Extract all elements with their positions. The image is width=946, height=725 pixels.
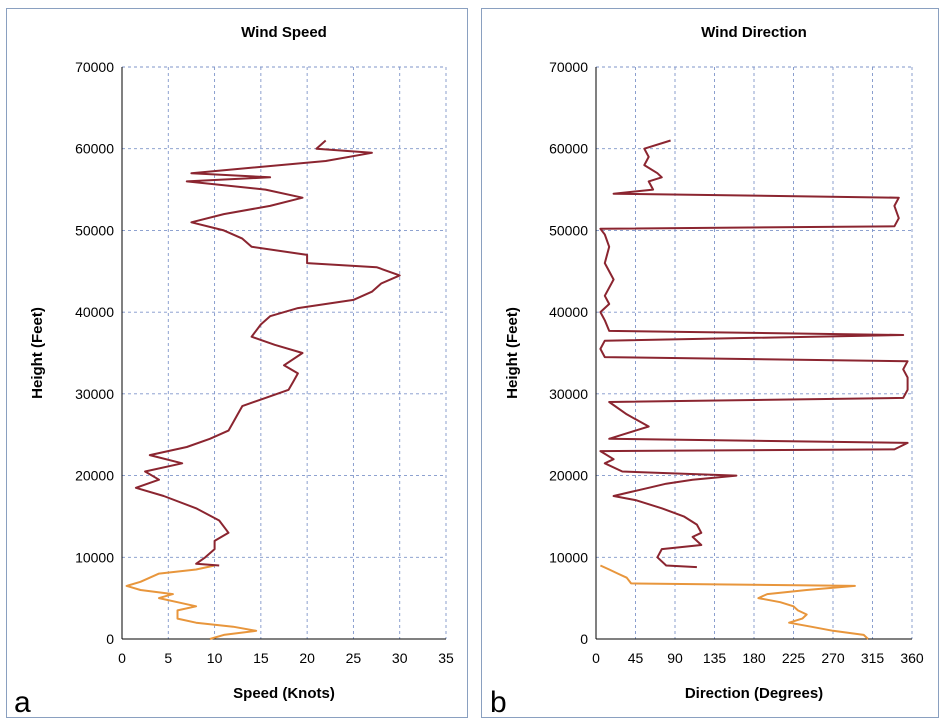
y-tick-label: 30000 [549, 386, 588, 402]
x-tick-label: 10 [207, 650, 223, 666]
x-tick-label: 30 [392, 650, 408, 666]
chart-title: Wind Direction [701, 24, 807, 41]
y-axis-label: Height (Feet) [504, 307, 521, 399]
x-tick-label: 135 [703, 650, 727, 666]
x-tick-label: 225 [782, 650, 806, 666]
series-line-lower [599, 564, 869, 640]
y-tick-label: 20000 [549, 468, 588, 484]
x-tick-label: 0 [118, 650, 126, 666]
x-tick-label: 270 [821, 650, 845, 666]
x-tick-label: 180 [742, 650, 766, 666]
panel-letter: b [490, 686, 507, 719]
chart-wind-speed: 0 5 10 15 20 25 30 35 0 10000 20000 30000 40000 50000… [14, 24, 454, 719]
y-tick-label: 0 [106, 631, 114, 647]
chart-wind-direction: 0 45 90 135 180 225 270 315 360 0 10000 20000 30000 4… [490, 24, 924, 719]
y-tick-label: 50000 [75, 222, 114, 238]
x-tick-label: 0 [592, 650, 600, 666]
x-tick-label: 20 [299, 650, 315, 666]
y-tick-label: 10000 [75, 549, 114, 565]
wind-direction-panel [481, 8, 939, 718]
x-axis-label: Speed (Knots) [233, 685, 335, 702]
chart-title: Wind Speed [241, 24, 327, 41]
x-tick-label: 35 [438, 650, 454, 666]
y-tick-label: 0 [580, 631, 588, 647]
x-tick-label: 45 [628, 650, 644, 666]
y-tick-label: 10000 [549, 549, 588, 565]
x-tick-label: 25 [346, 650, 362, 666]
y-tick-label: 70000 [549, 59, 588, 75]
series-line-lower [125, 564, 258, 640]
y-axis-label: Height (Feet) [29, 307, 46, 399]
y-tick-label: 60000 [75, 141, 114, 157]
series-line-upper [599, 139, 909, 569]
x-tick-label: 315 [861, 650, 885, 666]
y-tick-label: 40000 [549, 304, 588, 320]
y-tick-label: 30000 [75, 386, 114, 402]
series-line-upper [134, 139, 401, 567]
y-tick-label: 60000 [549, 141, 588, 157]
x-axis-label: Direction (Degrees) [685, 685, 823, 702]
wind-speed-panel [6, 8, 468, 718]
panel-letter: a [14, 686, 31, 719]
x-tick-label: 90 [667, 650, 683, 666]
y-tick-label: 40000 [75, 304, 114, 320]
x-tick-label: 360 [900, 650, 924, 666]
x-tick-label: 15 [253, 650, 269, 666]
x-tick-label: 5 [164, 650, 172, 666]
y-tick-label: 70000 [75, 59, 114, 75]
y-tick-label: 20000 [75, 468, 114, 484]
y-tick-label: 50000 [549, 222, 588, 238]
